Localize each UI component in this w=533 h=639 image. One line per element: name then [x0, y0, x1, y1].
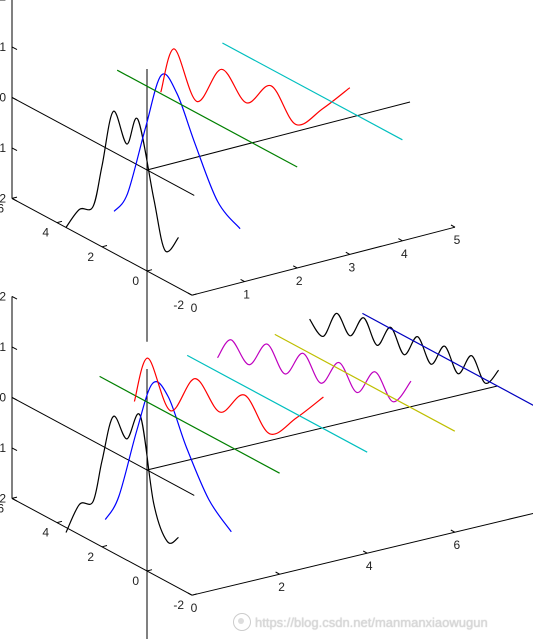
- y-tick-mark: [11, 496, 18, 499]
- y-tick-label: 2: [87, 550, 94, 564]
- x-tick-mark: [398, 238, 403, 242]
- x-tick-mark: [240, 278, 245, 283]
- z-tick-mark: [11, 447, 18, 452]
- x-tick-label: 0: [191, 301, 198, 315]
- watermark-logo-icon: [233, 613, 251, 631]
- x-tick-label: 3: [348, 260, 355, 274]
- z-tick-mark: [11, 197, 18, 202]
- z-tick-mark: [11, 497, 18, 502]
- x-tick-label: 5: [454, 233, 461, 247]
- z-tick-label: -1: [0, 141, 6, 155]
- x-tick-mark: [187, 592, 193, 596]
- x-tick-label: 2: [296, 274, 303, 288]
- origin-y-line: [11, 396, 195, 496]
- watermark-text: https://blog.csdn.net/manmanxiaowugun: [255, 614, 488, 630]
- series-line-7: [274, 333, 456, 432]
- x-tick-label: 2: [278, 580, 285, 594]
- z-tick-label: 0: [0, 90, 6, 104]
- series-line-4: [133, 357, 324, 435]
- y-tick-mark: [56, 520, 63, 524]
- x-tick-mark: [187, 292, 193, 296]
- series-line-3: [116, 69, 298, 168]
- series-line-1: [65, 110, 179, 253]
- x-axis-line: [191, 512, 533, 596]
- x-tick-label: 4: [366, 559, 373, 573]
- z-tick-mark: [11, 96, 18, 101]
- x-axis-line: [191, 226, 456, 296]
- z-tick-label: -2: [0, 191, 6, 205]
- origin-y-line: [11, 96, 195, 196]
- watermark: https://blog.csdn.net/manmanxiaowugun: [233, 608, 533, 636]
- series-line-6: [216, 339, 412, 403]
- series-line-2: [104, 381, 232, 533]
- x-tick-label: 4: [401, 247, 408, 261]
- y-tick-label: 6: [0, 201, 4, 215]
- x-tick-mark: [345, 251, 351, 255]
- y-tick-label: 4: [42, 226, 49, 240]
- origin-x-line: [146, 101, 411, 171]
- z-tick-label: -2: [0, 491, 6, 505]
- y-tick-mark: [191, 593, 198, 596]
- x-tick-mark: [292, 265, 298, 269]
- y-tick-label: 4: [42, 526, 49, 540]
- z-tick-label: -1: [0, 441, 6, 455]
- z-tick-mark: [11, 147, 18, 152]
- z-tick-label: 0: [0, 390, 6, 404]
- z-tick-mark: [11, 46, 18, 51]
- series-line-5: [222, 42, 403, 141]
- z-tick-label: 1: [0, 40, 6, 54]
- series-line-5: [186, 354, 368, 453]
- z-tick-mark: [11, 295, 18, 300]
- y-tick-label: -2: [173, 598, 184, 612]
- y-tick-mark: [56, 220, 63, 224]
- z-tick-label: 2: [0, 0, 6, 3]
- series-line-8: [309, 312, 500, 384]
- y-tick-mark: [191, 293, 198, 296]
- x-tick-label: 0: [191, 601, 198, 615]
- x-tick-mark: [362, 550, 368, 554]
- series-line-4: [160, 48, 351, 126]
- z-tick-label: 2: [0, 289, 6, 303]
- y-tick-mark: [146, 269, 153, 272]
- x-tick-label: 6: [453, 538, 460, 552]
- y-tick-label: 6: [0, 501, 4, 515]
- series-line-3: [99, 375, 280, 474]
- y-tick-mark: [146, 569, 153, 572]
- series-line-2: [113, 73, 241, 230]
- y-tick-mark: [101, 245, 108, 248]
- series-line-9: [362, 312, 533, 406]
- y-tick-mark: [101, 545, 108, 548]
- x-tick-mark: [450, 224, 456, 228]
- x-tick-mark: [450, 529, 456, 533]
- y-tick-label: 2: [87, 250, 94, 264]
- x-tick-mark: [275, 571, 280, 575]
- y-tick-mark: [11, 196, 18, 199]
- x-tick-label: 1: [243, 288, 250, 302]
- z-tick-label: 1: [0, 340, 6, 354]
- y-tick-label: 0: [132, 274, 139, 288]
- z-tick-mark: [11, 396, 18, 401]
- y-tick-label: 0: [132, 574, 139, 588]
- z-tick-mark: [11, 346, 18, 351]
- y-tick-label: -2: [173, 298, 184, 312]
- series-line-1: [65, 413, 179, 544]
